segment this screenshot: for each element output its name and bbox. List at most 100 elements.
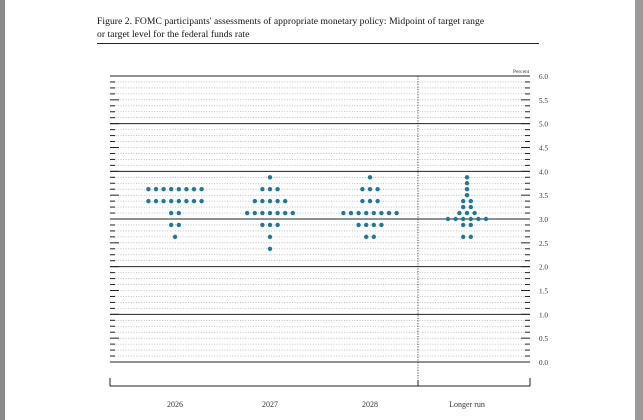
dot-marker <box>461 234 466 240</box>
y-tick-label: 5.5 <box>539 97 548 105</box>
dot-marker <box>176 198 181 204</box>
dot-marker <box>348 210 354 216</box>
dot-marker <box>375 187 380 192</box>
figure-title: Figure 2. FOMC participants' assessments… <box>97 16 537 41</box>
y-tick-label: 2.0 <box>539 264 548 272</box>
y-tick-label: 4.0 <box>539 168 548 176</box>
figure-title-line-2: or target level for the federal funds ra… <box>97 28 250 40</box>
dot-marker <box>267 175 273 180</box>
dot-marker <box>464 210 470 216</box>
dot-marker <box>275 210 280 216</box>
dot-marker <box>364 234 369 240</box>
dot-marker <box>267 246 273 251</box>
dot-marker <box>379 222 384 228</box>
dot-marker <box>260 222 265 228</box>
dot-marker <box>146 187 151 192</box>
y-tick-label: 0.5 <box>539 335 548 343</box>
dot-marker <box>161 198 166 204</box>
dot-marker <box>364 222 369 228</box>
dot-marker <box>267 187 273 192</box>
dot-marker <box>371 210 376 216</box>
dot-marker <box>364 210 369 216</box>
dot-marker <box>371 222 376 228</box>
unit-label: Percent <box>513 69 530 75</box>
dot-marker <box>367 198 373 204</box>
dot-marker <box>461 216 466 222</box>
dot-marker <box>176 222 181 228</box>
figure-title-line-1: Figure 2. FOMC participants' assessments… <box>97 16 485 27</box>
y-tick-label: 2.5 <box>539 240 548 248</box>
dot-marker <box>252 198 257 204</box>
dot-marker <box>199 187 204 192</box>
dot-marker <box>184 187 189 192</box>
y-tick-label: 1.0 <box>539 311 548 319</box>
dot-marker <box>356 222 361 228</box>
dot-marker <box>275 187 280 192</box>
y-tick-label: 3.0 <box>539 216 548 224</box>
dot-marker <box>468 204 473 210</box>
dot-marker <box>169 187 174 192</box>
dot-marker <box>169 198 174 204</box>
dot-marker <box>161 187 166 192</box>
dot-marker <box>379 210 384 216</box>
dot-marker <box>245 210 250 216</box>
dot-marker <box>267 222 273 228</box>
dot-marker <box>468 222 473 228</box>
x-tick-label: 2028 <box>362 400 378 409</box>
dot-marker <box>341 210 346 216</box>
dot-marker <box>360 187 365 192</box>
dot-marker <box>464 192 470 198</box>
dot-marker <box>360 198 365 204</box>
dot-marker <box>283 210 288 216</box>
dot-marker <box>468 198 473 204</box>
dot-marker <box>468 234 473 240</box>
title-underline <box>97 43 539 44</box>
dot-marker <box>461 204 466 210</box>
dot-marker <box>476 216 481 222</box>
dot-marker <box>283 198 288 204</box>
dot-marker <box>461 222 466 228</box>
dot-marker <box>176 210 181 216</box>
dot-marker <box>367 187 373 192</box>
dot-marker <box>260 210 265 216</box>
dot-marker <box>386 210 392 216</box>
dot-marker <box>184 198 189 204</box>
dot-marker <box>267 234 273 240</box>
dot-marker <box>169 222 174 228</box>
dot-marker <box>356 210 361 216</box>
dot-marker <box>464 187 470 192</box>
dot-marker <box>464 175 470 180</box>
dot-marker <box>252 210 257 216</box>
dot-marker <box>453 216 458 222</box>
dot-marker <box>275 198 280 204</box>
x-tick-label: Longer run <box>449 400 485 409</box>
y-tick-label: 5.0 <box>539 121 548 129</box>
dot-marker <box>445 216 451 222</box>
y-tick-label: 4.5 <box>539 145 548 153</box>
dot-marker <box>199 198 204 204</box>
y-tick-label: 3.5 <box>539 192 548 200</box>
x-tick-label: 2027 <box>262 400 278 409</box>
dot-marker <box>468 216 473 222</box>
x-tick-label: 2026 <box>167 400 183 409</box>
dot-marker <box>464 181 470 186</box>
dot-marker <box>260 198 265 204</box>
dot-marker <box>290 210 295 216</box>
dot-marker <box>275 222 280 228</box>
dot-marker <box>394 210 399 216</box>
dot-marker <box>371 234 376 240</box>
dot-marker <box>172 234 178 240</box>
y-tick-label: 1.5 <box>539 288 548 296</box>
dot-marker <box>472 210 477 216</box>
dot-marker <box>260 187 265 192</box>
left-frame-edge <box>0 0 5 420</box>
dot-marker <box>153 198 159 204</box>
dot-marker <box>153 187 159 192</box>
dot-marker <box>146 198 151 204</box>
dot-marker <box>461 198 466 204</box>
dot-marker <box>176 187 181 192</box>
dot-marker <box>191 198 197 204</box>
dot-marker <box>483 216 489 222</box>
